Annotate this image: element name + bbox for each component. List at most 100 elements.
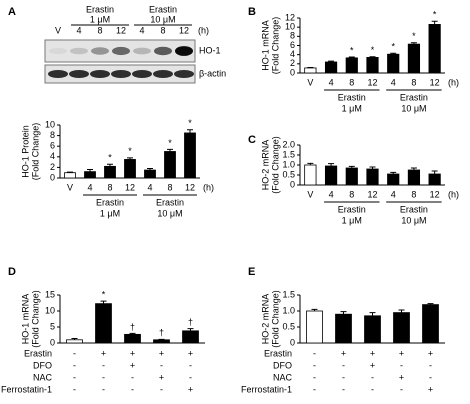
y-tick-label: 0 [290,337,295,347]
error-bar [167,148,173,152]
y-tick-label: 5 [50,321,55,331]
blot-band [132,70,152,78]
bar [104,165,116,179]
x-tick-label: 12 [185,182,195,192]
row-sign: - [73,348,76,358]
x-tick-label: V [67,182,73,192]
row-sign: - [342,372,345,382]
error-bar [87,169,93,172]
group-dose: 1 μM [100,208,120,218]
y-tick-label: 8 [290,31,295,41]
row-sign: - [400,360,403,370]
error-bar [187,129,193,133]
row-sign: + [159,372,164,382]
row-sign: - [131,372,134,382]
x-tick-label: 8 [107,182,112,192]
row-sign: - [102,372,105,382]
blot-band [69,70,89,78]
row-sign: + [188,384,193,394]
lane-label: 12 [179,25,189,35]
y-axis-label: (Fold Change) [30,290,40,348]
row-sign: - [342,384,345,394]
significance-marker: * [433,10,437,20]
row-sign: - [342,360,345,370]
row-sign: + [101,348,106,358]
x-tick-label: 4 [329,189,334,199]
x-tick-label: 8 [411,77,416,87]
bar [366,57,379,74]
bar [393,312,410,344]
error-bar [127,157,133,160]
y-tick-label: 4 [290,49,295,59]
error-bar [67,171,73,173]
x-tick-label: 8 [349,189,354,199]
blot-band [133,47,151,55]
error-bar [431,170,438,174]
row-sign: + [341,348,346,358]
y-axis-label: (Fold Change) [270,290,280,348]
error-bar [348,165,355,168]
error-bar [311,308,318,311]
bar [335,313,352,344]
group-dose: 1 μM [342,215,362,225]
significance-marker: * [391,42,395,52]
y-axis-label: HO-1 mRNA [20,294,30,345]
blot-unit: (h) [198,25,209,35]
row-sign: - [189,360,192,370]
bar [407,43,421,74]
bar [364,315,381,344]
error-bar [187,328,194,331]
x-tick-label: 12 [125,182,135,192]
row-sign: - [160,360,163,370]
blot-band [111,70,131,78]
y-tick-label: 0 [50,337,55,347]
bar [345,167,358,186]
error-bar [340,311,347,315]
row-sign: - [73,384,76,394]
error-bar [348,56,355,58]
y-tick-label: 1.5 [282,289,295,299]
lane-label: V [55,25,61,35]
y-tick-label: 1.0 [282,159,295,169]
row-label: NAC [273,372,293,382]
row-sign: + [370,360,375,370]
x-tick-label: 12 [430,189,440,199]
row-label: Erastin [24,348,52,358]
row-sign: - [313,348,316,358]
blot-band [91,47,109,55]
error-bar [71,338,78,340]
blot-band [48,70,68,78]
x-unit: (h) [448,189,459,199]
error-bar [427,303,434,305]
error-bar [129,332,136,335]
row-sign: - [313,372,316,382]
x-tick-label: 8 [411,189,416,199]
significance-marker: * [412,31,416,41]
bar [387,53,400,74]
y-tick-label: 6 [50,141,55,151]
bar [84,171,96,179]
bar [428,173,441,186]
bar [306,310,323,344]
y-tick-label: 0.5 [282,169,295,179]
panel-letter: A [8,6,16,18]
row-sign: - [189,372,192,382]
group-dose: 10 μM [157,208,182,218]
group-dose: 10 μM [401,103,426,113]
row-sign: + [428,384,433,394]
row-sign: + [399,372,404,382]
bar [124,333,141,344]
blot-band [70,47,88,55]
x-tick-label: V [307,189,313,199]
row-sign: - [429,372,432,382]
error-bar [328,163,335,166]
x-tick-label: 4 [147,182,152,192]
band-label: HO-1 [199,45,221,55]
group-label: Erastin [96,197,124,207]
row-sign: + [130,360,135,370]
y-tick-label: 4 [50,151,55,161]
lane-label: 8 [160,25,165,35]
x-tick-label: 4 [391,189,396,199]
y-tick-label: 10 [45,119,55,129]
